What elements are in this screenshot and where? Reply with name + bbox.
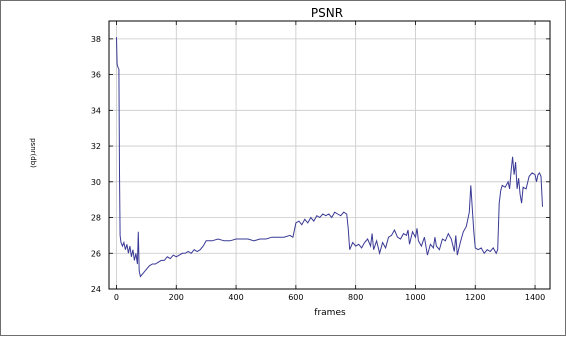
grid xyxy=(109,21,550,290)
x-tick-label: 0 xyxy=(114,293,119,302)
plot-area-border xyxy=(108,20,551,290)
axis-ticks: 0 200 400 600 800 1000 1200 1400 24 26 28 30 32 34 36 3… xyxy=(91,21,550,302)
x-tick-label: 1400 xyxy=(525,293,545,302)
y-axis-label: psnr(db) xyxy=(29,138,37,168)
x-tick-label: 200 xyxy=(169,293,184,302)
y-tick-label: 30 xyxy=(91,178,101,187)
y-tick-label: 38 xyxy=(91,35,101,44)
y-tick-label: 32 xyxy=(91,142,101,151)
y-tick-label: 26 xyxy=(91,249,101,258)
psnr-series-line xyxy=(116,37,543,278)
x-tick-label: 1200 xyxy=(465,293,485,302)
chart-title: PSNR xyxy=(311,6,343,20)
y-tick-label: 34 xyxy=(91,106,101,115)
x-tick-label: 1000 xyxy=(405,293,425,302)
y-tick-label: 36 xyxy=(91,71,101,80)
y-tick-label: 24 xyxy=(91,285,101,294)
x-tick-label: 600 xyxy=(288,293,303,302)
x-axis-label: frames xyxy=(314,308,346,318)
y-tick-label: 28 xyxy=(91,214,101,223)
x-tick-label: 800 xyxy=(348,293,363,302)
x-tick-label: 400 xyxy=(228,293,243,302)
